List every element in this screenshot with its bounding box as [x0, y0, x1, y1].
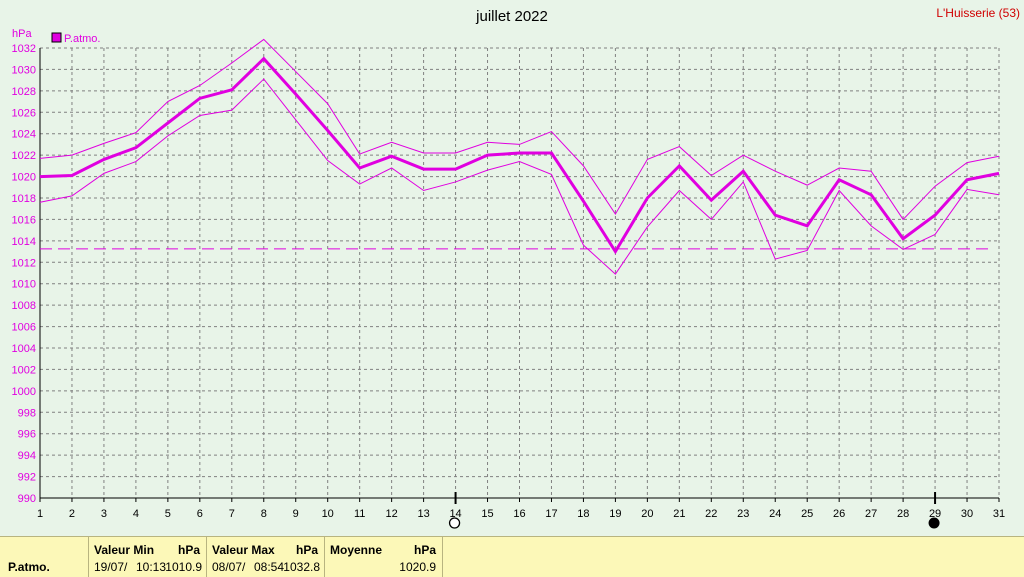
x-tick-label: 13 [417, 508, 429, 520]
footer-avg-cell: Moyenne hPa 1020.9 [324, 537, 443, 577]
x-tick-label: 18 [577, 508, 589, 520]
footer-row-label-cell: P.atmo. [0, 537, 89, 577]
series-line-min [39, 78, 1000, 275]
footer-row-label: P.atmo. [8, 560, 50, 574]
y-tick-label: 1032 [12, 43, 36, 55]
x-tick-label: 14 [449, 508, 461, 520]
footer-min-value: 1010.9 [165, 560, 202, 574]
x-tick-label: 26 [833, 508, 845, 520]
footer-max-date: 08/07/ [212, 560, 246, 574]
x-tick-label: 11 [354, 508, 365, 520]
footer-max-value: 1032.8 [283, 560, 320, 574]
legend-swatch [51, 32, 62, 43]
y-tick-label: 1014 [12, 236, 36, 248]
y-tick-label: 1030 [12, 64, 36, 76]
x-tick-label: 17 [545, 508, 557, 520]
y-tick-label: 1008 [12, 300, 36, 312]
y-axis-label: hPa [12, 28, 32, 40]
series-line-max [39, 38, 1000, 221]
y-tick-label: 1006 [12, 322, 36, 334]
x-tick-label: 7 [229, 508, 235, 520]
footer-avg-value: 1020.9 [399, 560, 436, 574]
new-moon-icon [928, 517, 940, 529]
footer-max-cell: Valeur Max hPa 08/07/ 08:54 1032.8 [206, 537, 325, 577]
x-tick-label: 15 [481, 508, 493, 520]
full-moon-icon [448, 517, 461, 529]
x-tick-label: 2 [69, 508, 75, 520]
x-tick-label: 23 [737, 508, 749, 520]
x-tick-label: 12 [386, 508, 398, 520]
x-tick-label: 9 [293, 508, 299, 520]
x-tick-label: 19 [609, 508, 621, 520]
y-tick-label: 1004 [12, 343, 36, 355]
location-label: L'Huisserie (53) [936, 6, 1020, 20]
y-tick-label: 1026 [12, 107, 36, 119]
x-tick-label: 21 [673, 508, 685, 520]
x-tick-label: 24 [769, 508, 781, 520]
y-tick-label: 992 [18, 472, 36, 484]
legend-label: P.atmo. [64, 33, 101, 45]
x-tick-label: 30 [961, 508, 973, 520]
x-tick-label: 10 [322, 508, 334, 520]
x-tick-label: 4 [133, 508, 139, 520]
chart-title: juillet 2022 [475, 8, 548, 25]
y-tick-label: 998 [18, 407, 36, 419]
y-tick-label: 1028 [12, 86, 36, 98]
x-tick-label: 1 [37, 508, 43, 520]
footer-avg-label: Moyenne [330, 543, 383, 557]
footer-max-unit: hPa [295, 543, 318, 557]
x-tick-label: 28 [897, 508, 909, 520]
footer-min-date: 19/07/ [94, 560, 128, 574]
x-tick-label: 31 [993, 508, 1005, 520]
pressure-chart: 9909929949969981000100210041006100810101… [12, 6, 1020, 529]
series [39, 38, 1000, 275]
y-tick-label: 1002 [12, 364, 36, 376]
y-tick-label: 1000 [12, 386, 36, 398]
y-tick-label: 1010 [12, 279, 36, 291]
y-tick-label: 1022 [12, 150, 36, 162]
x-tick-label: 27 [865, 508, 877, 520]
series-line-mean [39, 56, 1000, 255]
y-tick-label: 996 [18, 429, 36, 441]
x-tick-label: 29 [929, 508, 941, 520]
footer-min-cell: Valeur Min hPa 19/07/ 10:13 1010.9 [88, 537, 207, 577]
axis-ticks: 9909929949969981000100210041006100810101… [12, 43, 1006, 520]
x-tick-label: 6 [197, 508, 203, 520]
x-tick-label: 16 [513, 508, 525, 520]
x-tick-label: 3 [101, 508, 107, 520]
footer-min-unit: hPa [177, 543, 200, 557]
footer-max-time: 08:54 [254, 560, 285, 574]
x-tick-label: 20 [641, 508, 653, 520]
summary-footer: P.atmo. Valeur Min hPa 19/07/ 10:13 1010… [0, 536, 1024, 577]
y-tick-label: 1012 [12, 257, 36, 269]
footer-max-label: Valeur Max [212, 543, 275, 557]
grid [39, 47, 1000, 499]
x-tick-label: 22 [705, 508, 717, 520]
footer-min-time: 10:13 [136, 560, 167, 574]
footer-avg-unit: hPa [413, 543, 436, 557]
y-tick-label: 994 [18, 450, 36, 462]
y-tick-label: 1018 [12, 193, 36, 205]
x-tick-label: 5 [165, 508, 171, 520]
y-tick-label: 990 [18, 493, 36, 505]
y-tick-label: 1016 [12, 214, 36, 226]
footer-min-label: Valeur Min [94, 543, 155, 557]
y-tick-label: 1020 [12, 172, 36, 184]
x-tick-label: 8 [261, 508, 267, 520]
moon-phases [448, 492, 940, 529]
y-tick-label: 1024 [12, 129, 36, 141]
x-tick-label: 25 [801, 508, 813, 520]
